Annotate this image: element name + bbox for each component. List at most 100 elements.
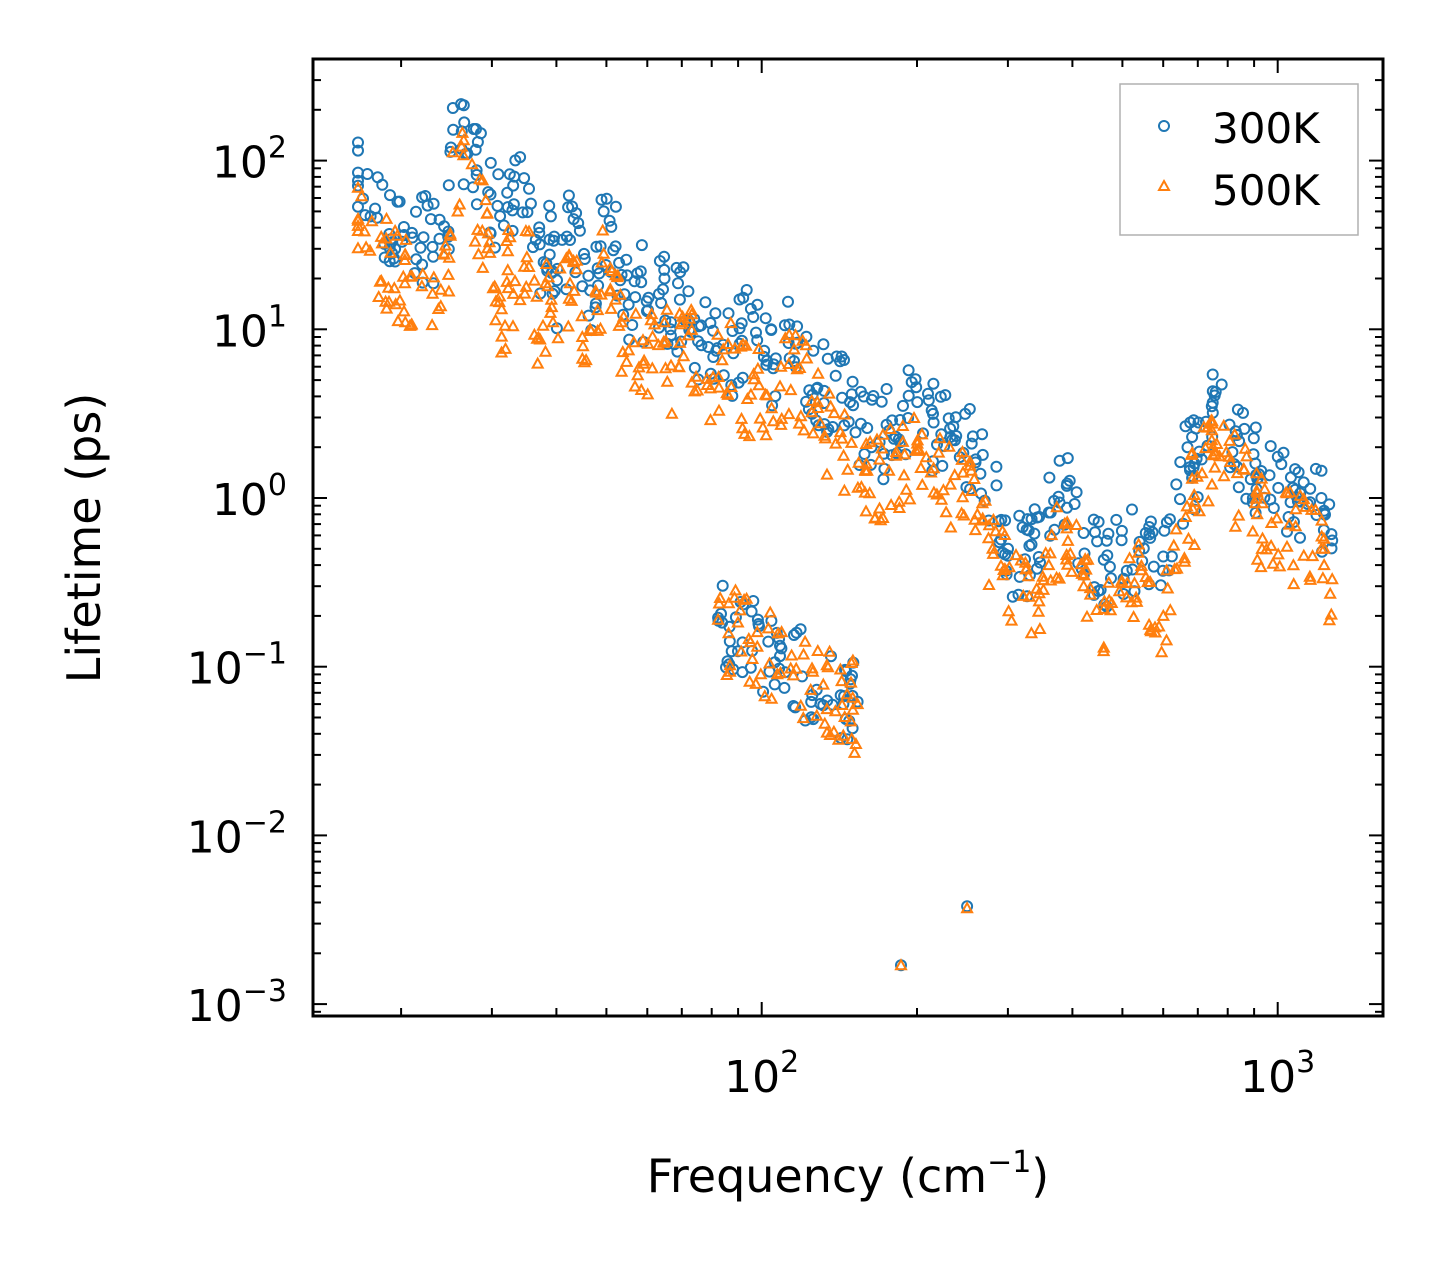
series-cloud-point: [564, 293, 579, 306]
series-cloud-point: [351, 241, 365, 254]
series-cloud-point: [806, 664, 820, 677]
series-cloud-point: [603, 261, 617, 274]
series-cloud-point: [427, 270, 441, 283]
series-cloud-point: [1270, 511, 1284, 524]
series-cloud-point: [447, 123, 460, 136]
series-cloud-point: [539, 256, 554, 269]
data-point: [352, 174, 364, 187]
series-cloud-point: [794, 698, 808, 711]
series-cloud-point: [786, 668, 800, 681]
series-cloud-point: [711, 327, 725, 340]
data-point: [882, 463, 896, 476]
series-cloud-point: [1163, 513, 1176, 526]
series-cloud-point: [1185, 445, 1199, 458]
series-cloud-point: [712, 380, 726, 393]
series-cloud-point: [763, 605, 777, 618]
data-point: [910, 436, 924, 449]
series-cloud-point: [365, 214, 379, 227]
series-cloud-point: [883, 421, 898, 434]
series-cloud-point: [699, 296, 712, 309]
series-cloud-point: [956, 465, 970, 478]
series-cloud-point: [834, 355, 847, 368]
series-cloud-point: [379, 211, 394, 224]
series-cloud-point: [884, 497, 898, 510]
series-cloud-point: [1001, 604, 1016, 617]
data-point: [1314, 541, 1329, 554]
series-cloud-point: [1025, 538, 1038, 551]
series-cloud-point: [740, 284, 753, 296]
series-cloud-point: [373, 274, 387, 287]
series-cloud-point: [1031, 604, 1046, 617]
data-point: [926, 461, 941, 474]
series-cloud-point: [494, 210, 507, 223]
series-cloud-point: [811, 643, 825, 656]
series-cloud-point: [384, 189, 396, 202]
series-cloud-point: [747, 311, 760, 323]
data-point: [506, 286, 520, 299]
series-cloud-point: [817, 428, 832, 441]
series-cloud-point: [932, 445, 946, 458]
series-cloud-point: [559, 251, 574, 264]
series-cloud-point: [543, 248, 556, 261]
series-cloud-point: [1303, 572, 1318, 585]
series-cloud-point: [562, 189, 575, 202]
data-point: [744, 302, 757, 315]
data-point: [1042, 506, 1055, 519]
series-cloud-point: [806, 426, 820, 439]
series-cloud-point: [847, 745, 862, 758]
series-cloud-point: [803, 384, 816, 397]
series-cloud-point: [1028, 527, 1041, 540]
data-point: [1139, 527, 1152, 539]
series-cloud-point: [1127, 576, 1142, 589]
series-cloud-point: [427, 250, 440, 263]
series-cloud-point: [872, 452, 887, 465]
series-cloud-point: [614, 364, 629, 377]
series-cloud-point: [660, 374, 674, 387]
plot-frame: [311, 57, 1385, 1018]
series-cloud-point: [896, 434, 910, 447]
series-cloud-point: [1325, 528, 1338, 541]
series-cloud-point: [824, 399, 838, 412]
series-cloud-point: [986, 512, 1001, 525]
series-cloud-point: [483, 245, 497, 258]
data-point: [664, 358, 678, 371]
series-cloud-point: [1142, 617, 1156, 630]
data-point: [1002, 542, 1014, 555]
series-cloud-point: [868, 510, 882, 523]
data-point: [575, 329, 589, 342]
series-cloud-point: [1077, 568, 1091, 581]
series-cloud-point: [1275, 458, 1288, 471]
series-cloud-point: [909, 373, 922, 386]
series-cloud-point: [1250, 552, 1265, 565]
series-cloud-point: [944, 422, 957, 435]
series-cloud-point: [988, 524, 1003, 537]
series-cloud-point: [593, 267, 606, 280]
series-cloud-point: [754, 667, 768, 680]
series-cloud-point: [764, 401, 779, 414]
series-cloud-point: [1316, 571, 1330, 584]
series-cloud-point: [620, 253, 633, 266]
series-cloud-point: [631, 368, 645, 381]
data-point: [396, 269, 410, 282]
series-cloud-point: [470, 222, 485, 235]
series-cloud-point: [1304, 482, 1317, 495]
series-cloud-point: [778, 681, 791, 694]
series-cloud-point: [737, 426, 752, 439]
series-cloud-point: [488, 313, 503, 326]
series-cloud-point: [1237, 406, 1249, 419]
legend-marker-300k: [1158, 120, 1170, 132]
series-cloud-point: [736, 666, 749, 679]
data-point: [1206, 440, 1220, 453]
series-cloud-point: [564, 234, 576, 246]
series-cloud-point: [846, 702, 860, 715]
series-cloud-point: [506, 319, 520, 332]
series-cloud-point: [1159, 633, 1174, 646]
series-cloud-point: [828, 704, 843, 717]
series-cloud-point: [791, 336, 804, 349]
series-cloud-point: [936, 483, 951, 496]
series-cloud-point: [867, 390, 880, 402]
series-cloud-point: [1143, 521, 1156, 533]
series-cloud-point: [379, 301, 394, 314]
data-point: [1317, 558, 1331, 571]
series-cloud-point: [533, 221, 546, 234]
